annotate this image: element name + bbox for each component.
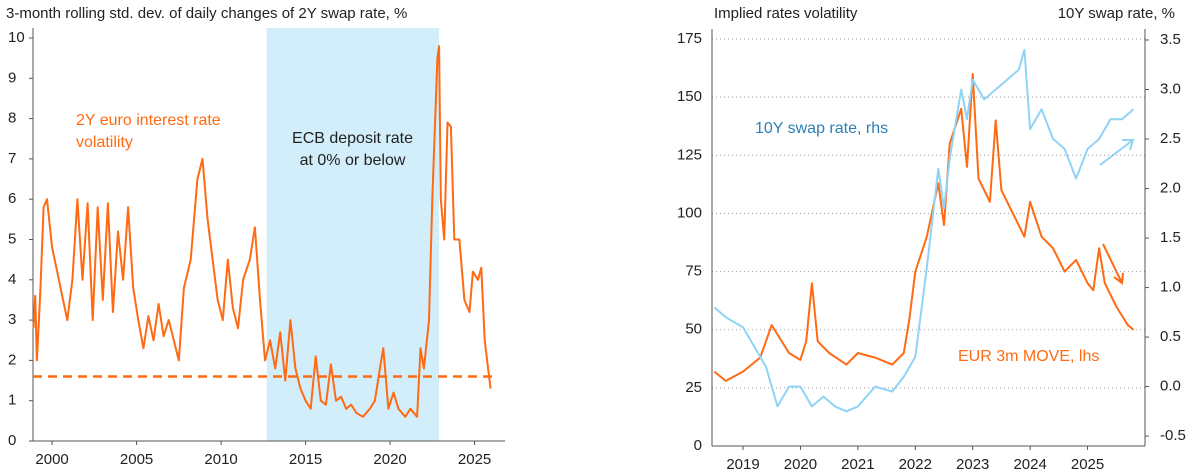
y-tick-label: 8 <box>8 110 16 127</box>
x-tick-label: 2025 <box>458 451 491 468</box>
y-tick-label: 6 <box>8 190 16 207</box>
y-tick-label: 2 <box>8 351 16 368</box>
arrow <box>1099 139 1135 166</box>
y-tick-label: 75 <box>685 263 702 280</box>
x-tick-label: 2019 <box>726 456 759 473</box>
y-tick-label: 1 <box>8 392 16 409</box>
x-tick-label: 2000 <box>35 451 68 468</box>
y-tick-label: 0 <box>8 432 16 449</box>
y2-axis-label: 10Y swap rate, % <box>1058 5 1175 22</box>
x-tick-label: 2022 <box>899 456 932 473</box>
y-tick-label: 5 <box>8 230 16 247</box>
y2-tick-label: 0.0 <box>1160 378 1181 395</box>
series-label: 10Y swap rate, rhs <box>755 120 889 137</box>
y2-tick-label: 2.5 <box>1160 130 1181 147</box>
y-tick-label: 7 <box>8 150 16 167</box>
y2-tick-label: -0.5 <box>1160 427 1186 444</box>
x-tick-label: 2023 <box>956 456 989 473</box>
y-tick-label: 125 <box>677 146 702 163</box>
y-tick-label: 25 <box>685 379 702 396</box>
arrow <box>1102 243 1124 285</box>
y2-tick-label: 1.0 <box>1160 279 1181 296</box>
y-axis-label: Implied rates volatility <box>714 5 858 22</box>
y2-tick-label: 1.5 <box>1160 229 1181 246</box>
y-tick-label: 100 <box>677 204 702 221</box>
x-tick-label: 2015 <box>289 451 322 468</box>
y-tick-label: 150 <box>677 88 702 105</box>
y-tick-label: 175 <box>677 30 702 47</box>
series-label: 2Y euro interest rate volatility <box>76 112 221 151</box>
y-tick-label: 9 <box>8 69 16 86</box>
y-tick-label: 4 <box>8 271 16 288</box>
x-tick-label: 2025 <box>1071 456 1104 473</box>
x-tick-label: 2020 <box>373 451 406 468</box>
x-tick-label: 2024 <box>1013 456 1046 473</box>
x-tick-label: 2010 <box>204 451 237 468</box>
chart-title: 3-month rolling std. dev. of daily chang… <box>6 5 407 22</box>
y2-tick-label: 0.5 <box>1160 328 1181 345</box>
series-line <box>713 48 1135 413</box>
y-tick-label: 10 <box>8 29 25 46</box>
y-tick-label: 3 <box>8 311 16 328</box>
x-tick-label: 2021 <box>841 456 874 473</box>
span-label: ECB deposit rate at 0% or below <box>292 130 413 169</box>
y2-tick-label: 3.0 <box>1160 80 1181 97</box>
series-line <box>713 72 1135 382</box>
y-tick-label: 0 <box>694 437 702 454</box>
series-line <box>32 45 492 418</box>
x-tick-label: 2020 <box>784 456 817 473</box>
shaded-span <box>266 28 440 441</box>
series-label: EUR 3m MOVE, lhs <box>958 348 1100 365</box>
x-tick-label: 2005 <box>120 451 153 468</box>
y2-tick-label: 3.5 <box>1160 31 1181 48</box>
y2-tick-label: 2.0 <box>1160 179 1181 196</box>
y-tick-label: 50 <box>685 321 702 338</box>
